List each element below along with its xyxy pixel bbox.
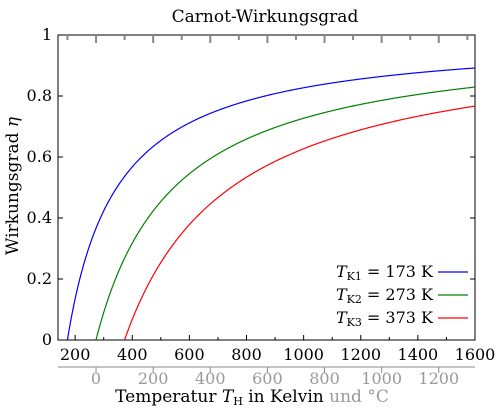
x-tick-label: 200 bbox=[60, 345, 91, 364]
celsius-tick-label: 800 bbox=[309, 369, 340, 388]
celsius-tick-label: 600 bbox=[252, 369, 283, 388]
x-tick-label: 1200 bbox=[340, 345, 381, 364]
series-line-2 bbox=[95, 86, 476, 341]
curves bbox=[66, 67, 476, 341]
x-tick-label: 600 bbox=[174, 345, 205, 364]
y-tick-label: 1 bbox=[42, 25, 52, 44]
celsius-tick-label: 1000 bbox=[361, 369, 402, 388]
x-axis-title-prefix: Temperatur bbox=[115, 387, 217, 407]
x-axis-unit: in Kelvin bbox=[248, 387, 324, 407]
x-axis-celsius: 0 200 400 600 800 1000 1200 bbox=[58, 35, 475, 388]
y-axis-title: Wirkungsgrad η bbox=[3, 116, 23, 255]
legend-label-2: TK2 = 273 K bbox=[336, 285, 434, 306]
celsius-tick-label: 0 bbox=[91, 369, 101, 388]
y-axis-symbol: η bbox=[3, 116, 23, 127]
y-axis: 0 0.2 0.4 0.6 0.8 1 bbox=[27, 25, 475, 349]
celsius-tick-label: 1200 bbox=[418, 369, 459, 388]
x-tick-label: 1000 bbox=[283, 345, 324, 364]
x-tick-label: 1400 bbox=[398, 345, 439, 364]
celsius-tick-label: 200 bbox=[138, 369, 169, 388]
celsius-tick-label: 400 bbox=[195, 369, 226, 388]
y-tick-label: 0 bbox=[42, 330, 52, 349]
x-axis-kelvin: 200 400 600 800 1000 1200 1400 1600 bbox=[60, 335, 495, 364]
x-tick-label: 800 bbox=[231, 345, 262, 364]
x-axis-secondary: und °C bbox=[329, 387, 389, 407]
x-tick-label: 400 bbox=[117, 345, 148, 364]
y-tick-label: 0.4 bbox=[27, 208, 52, 227]
y-tick-label: 0.6 bbox=[27, 147, 52, 166]
series-line-1 bbox=[66, 67, 476, 341]
x-tick-label: 1600 bbox=[455, 345, 496, 364]
series-line-3 bbox=[123, 105, 476, 341]
legend-label-3: TK3 = 373 K bbox=[336, 308, 434, 329]
legend-label-1: TK1 = 173 K bbox=[336, 262, 434, 283]
x-axis-title: Temperatur TH in Kelvin und °C bbox=[115, 387, 389, 408]
chart-title: Carnot-Wirkungsgrad bbox=[172, 7, 359, 27]
y-tick-label: 0.2 bbox=[27, 269, 52, 288]
y-axis-title-text: Wirkungsgrad bbox=[3, 132, 23, 255]
x-axis-subscript: H bbox=[233, 395, 243, 408]
x-axis-symbol: T bbox=[222, 387, 235, 407]
y-tick-label: 0.8 bbox=[27, 86, 52, 105]
